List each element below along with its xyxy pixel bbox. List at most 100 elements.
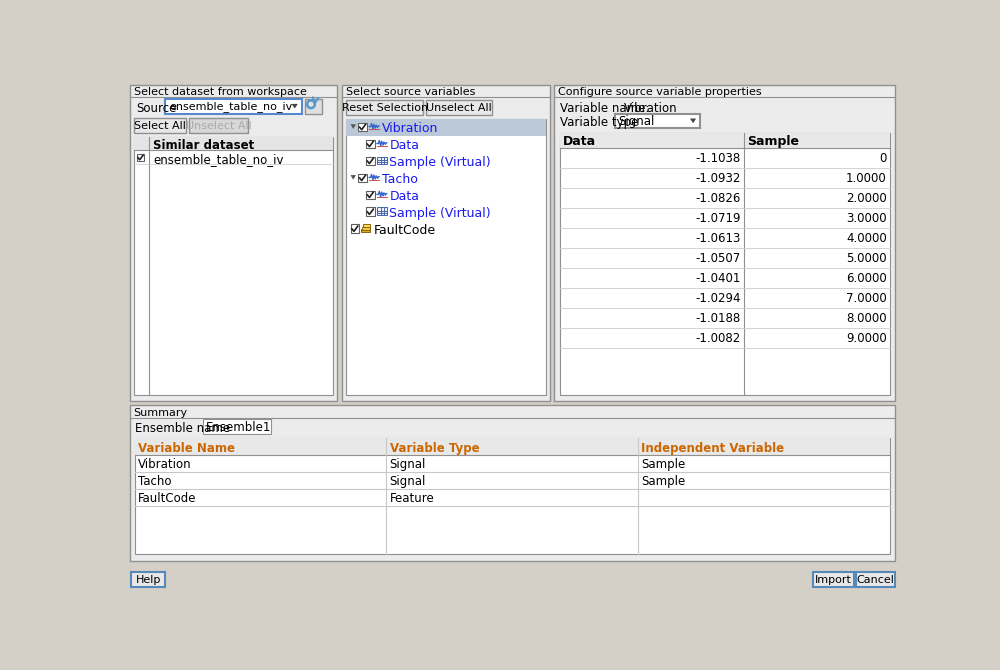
Bar — [615, 113, 700, 128]
Text: Sample: Sample — [641, 458, 685, 472]
Bar — [130, 85, 337, 401]
Text: -1.0826: -1.0826 — [696, 192, 741, 205]
Bar — [377, 157, 387, 164]
Text: Signal: Signal — [619, 115, 655, 128]
Text: Unselect All: Unselect All — [426, 103, 492, 113]
Text: Data: Data — [389, 139, 419, 152]
Bar — [203, 419, 271, 434]
Text: Import: Import — [815, 575, 852, 585]
Text: Sample: Sample — [641, 476, 685, 488]
Bar — [366, 157, 375, 165]
Text: Select source variables: Select source variables — [346, 87, 475, 97]
Bar — [134, 137, 333, 151]
Text: Vibration: Vibration — [138, 458, 192, 472]
Text: Summary: Summary — [134, 407, 188, 417]
Text: Variable name:: Variable name: — [560, 102, 649, 115]
Bar — [130, 405, 895, 561]
Bar — [346, 119, 546, 395]
Bar — [135, 438, 890, 554]
Bar — [135, 438, 890, 456]
Text: -1.0294: -1.0294 — [696, 292, 741, 305]
Bar — [137, 153, 144, 161]
Text: Signal: Signal — [390, 476, 426, 488]
Text: Similar dataset: Similar dataset — [153, 139, 254, 152]
Bar — [165, 99, 302, 113]
Bar — [377, 208, 387, 215]
Bar — [363, 224, 370, 228]
Polygon shape — [292, 104, 298, 109]
Text: FaultCode: FaultCode — [138, 492, 197, 505]
Text: 3.0000: 3.0000 — [846, 212, 887, 225]
Bar — [358, 123, 367, 131]
Text: 2.0000: 2.0000 — [846, 192, 887, 205]
Bar — [342, 85, 550, 401]
Text: Independent Variable: Independent Variable — [641, 442, 784, 454]
Bar — [358, 174, 367, 182]
Text: 8.0000: 8.0000 — [846, 312, 887, 325]
Text: -1.0082: -1.0082 — [696, 332, 741, 345]
Bar — [189, 118, 248, 133]
Text: Source: Source — [136, 102, 176, 115]
Text: -1.0507: -1.0507 — [696, 252, 741, 265]
Text: ensemble_table_no_iv: ensemble_table_no_iv — [169, 101, 292, 112]
Text: Signal: Signal — [390, 458, 426, 472]
Bar — [134, 118, 186, 133]
Bar — [560, 133, 890, 148]
Text: Ensemble1: Ensemble1 — [206, 421, 271, 433]
Text: 9.0000: 9.0000 — [846, 332, 887, 345]
Text: Unselect All: Unselect All — [186, 121, 252, 131]
Text: Sample: Sample — [747, 135, 799, 148]
Bar — [813, 572, 854, 587]
Polygon shape — [690, 119, 696, 123]
Text: Variable Type: Variable Type — [390, 442, 479, 454]
Text: Cancel: Cancel — [856, 575, 894, 585]
Text: -1.0719: -1.0719 — [696, 212, 741, 225]
Bar — [366, 208, 375, 216]
Text: Variable type: Variable type — [560, 116, 638, 129]
Bar — [305, 99, 322, 113]
Text: 0: 0 — [879, 152, 887, 165]
Polygon shape — [351, 175, 356, 180]
Bar — [366, 139, 375, 148]
Text: 6.0000: 6.0000 — [846, 272, 887, 285]
Bar — [560, 133, 890, 395]
Text: Data: Data — [389, 190, 419, 203]
Text: -1.0613: -1.0613 — [696, 232, 741, 245]
Polygon shape — [351, 125, 356, 129]
Text: FaultCode: FaultCode — [374, 224, 436, 237]
Bar — [362, 226, 370, 230]
Bar — [131, 572, 165, 587]
Text: Configure source variable properties: Configure source variable properties — [558, 87, 762, 97]
Bar — [134, 137, 333, 395]
Text: Tacho: Tacho — [382, 173, 417, 186]
Text: Sample (Virtual): Sample (Virtual) — [389, 156, 491, 169]
Bar — [856, 572, 895, 587]
Text: Vibration: Vibration — [382, 122, 438, 135]
Bar — [346, 119, 546, 136]
Text: -1.1038: -1.1038 — [696, 152, 741, 165]
Text: Help: Help — [136, 575, 161, 585]
Bar — [554, 85, 895, 401]
Text: 1.0000: 1.0000 — [846, 172, 887, 185]
Text: -1.0401: -1.0401 — [696, 272, 741, 285]
Bar — [366, 190, 375, 199]
Text: -1.0932: -1.0932 — [696, 172, 741, 185]
Text: Vibration: Vibration — [624, 102, 678, 115]
Text: 5.0000: 5.0000 — [846, 252, 887, 265]
Bar — [351, 224, 359, 233]
Text: ensemble_table_no_iv: ensemble_table_no_iv — [153, 153, 283, 165]
Bar — [361, 229, 370, 232]
Text: Ensemble name: Ensemble name — [135, 422, 230, 436]
Text: -1.0188: -1.0188 — [696, 312, 741, 325]
Text: Feature: Feature — [390, 492, 434, 505]
Text: 7.0000: 7.0000 — [846, 292, 887, 305]
Bar — [346, 100, 423, 115]
Bar — [426, 100, 492, 115]
Text: Select All: Select All — [134, 121, 186, 131]
Text: Tacho: Tacho — [138, 476, 172, 488]
Text: Select dataset from workspace: Select dataset from workspace — [134, 87, 306, 97]
Text: Sample (Virtual): Sample (Virtual) — [389, 206, 491, 220]
Text: 4.0000: 4.0000 — [846, 232, 887, 245]
Text: Variable Name: Variable Name — [138, 442, 235, 454]
Text: Reset Selection: Reset Selection — [342, 103, 428, 113]
